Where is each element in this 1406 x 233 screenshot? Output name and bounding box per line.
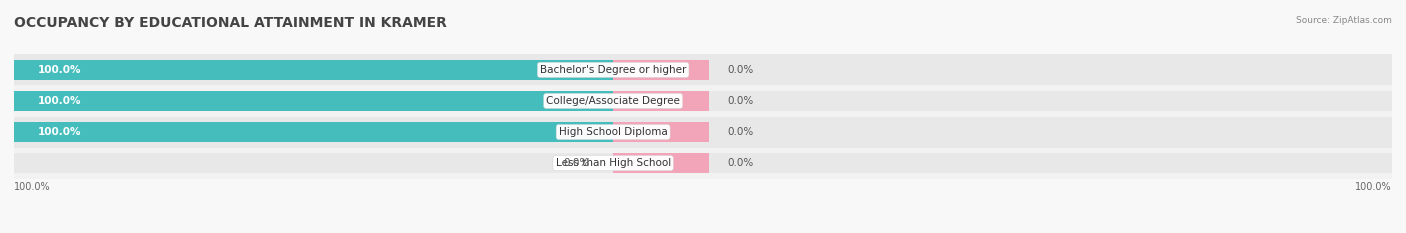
Text: 0.0%: 0.0%: [727, 96, 754, 106]
Bar: [14, 122, 613, 142]
Text: 100.0%: 100.0%: [1355, 182, 1392, 192]
Text: 100.0%: 100.0%: [38, 127, 82, 137]
Bar: [14, 91, 613, 111]
Bar: [14, 91, 1392, 111]
Text: Less than High School: Less than High School: [555, 158, 671, 168]
Text: Bachelor's Degree or higher: Bachelor's Degree or higher: [540, 65, 686, 75]
Text: 0.0%: 0.0%: [727, 158, 754, 168]
Bar: [613, 154, 709, 173]
Bar: [613, 60, 709, 79]
Bar: [14, 60, 613, 79]
Legend: Owner-occupied, Renter-occupied: Owner-occupied, Renter-occupied: [596, 230, 810, 233]
Bar: [14, 147, 1392, 179]
Bar: [14, 116, 1392, 147]
Text: 0.0%: 0.0%: [562, 158, 589, 168]
Bar: [14, 54, 1392, 86]
Bar: [613, 122, 709, 142]
Text: 100.0%: 100.0%: [38, 65, 82, 75]
Bar: [14, 60, 1392, 79]
Text: OCCUPANCY BY EDUCATIONAL ATTAINMENT IN KRAMER: OCCUPANCY BY EDUCATIONAL ATTAINMENT IN K…: [14, 16, 447, 30]
Text: 0.0%: 0.0%: [727, 65, 754, 75]
Bar: [613, 91, 709, 111]
Bar: [14, 86, 1392, 116]
Text: High School Diploma: High School Diploma: [558, 127, 668, 137]
Text: 100.0%: 100.0%: [38, 96, 82, 106]
Text: Source: ZipAtlas.com: Source: ZipAtlas.com: [1296, 16, 1392, 25]
Bar: [14, 122, 1392, 142]
Text: 0.0%: 0.0%: [727, 127, 754, 137]
Text: 100.0%: 100.0%: [14, 182, 51, 192]
Text: College/Associate Degree: College/Associate Degree: [546, 96, 681, 106]
Bar: [14, 154, 1392, 173]
